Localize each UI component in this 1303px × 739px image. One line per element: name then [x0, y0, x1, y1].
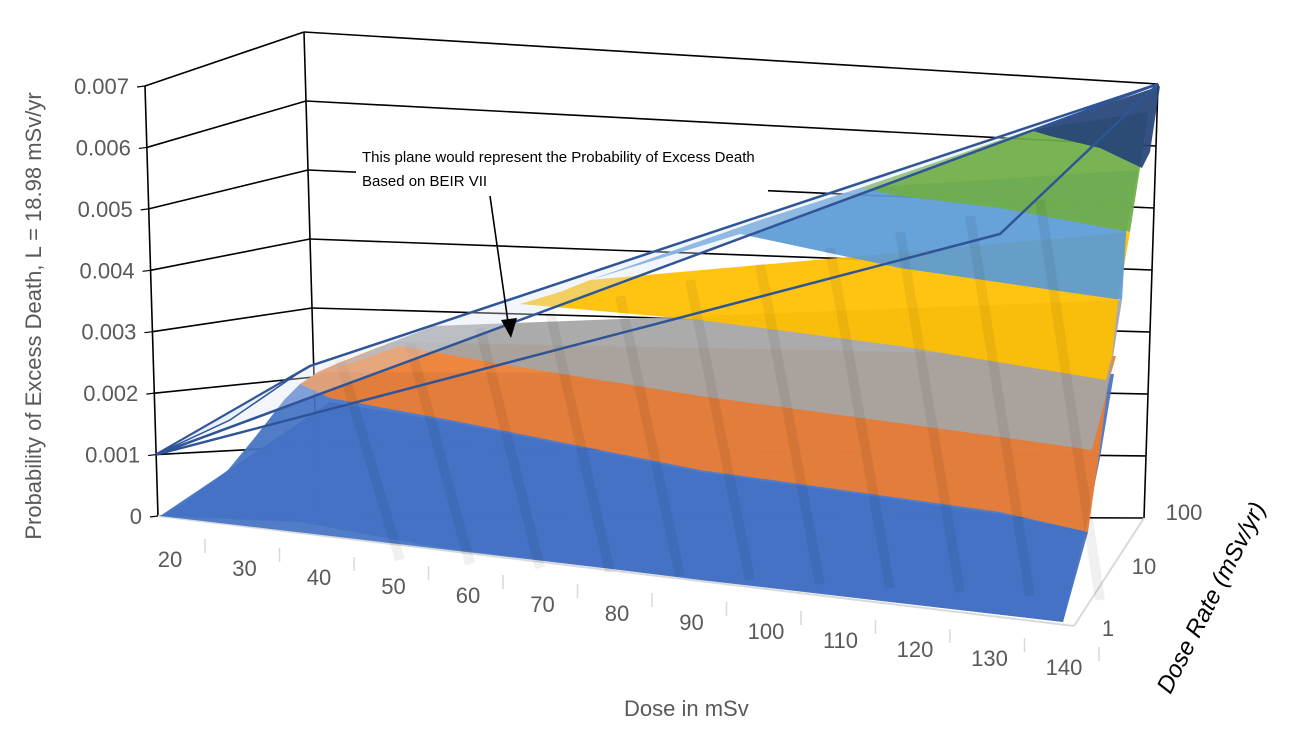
beir-plane — [155, 82, 1159, 456]
y-tick-mark-0 — [149, 515, 159, 518]
surface-facet-7 — [825, 247, 895, 589]
surface-facet-0 — [335, 358, 405, 562]
y-axis-title: Probability of Excess Death, L = 18.98 m… — [21, 92, 46, 540]
x-tick-labels: 20 30 40 50 60 70 80 90 100 110 120 130 140 — [158, 539, 1100, 680]
surface-plot — [160, 86, 1160, 622]
z-tick-label-0: 1 — [1102, 616, 1114, 641]
y-tick-label-5: 0.005 — [78, 197, 133, 222]
z-tick-labels: 1 10 100 — [1102, 500, 1202, 641]
x-tick-label-2: 40 — [307, 565, 331, 590]
x-tick-label-7: 90 — [679, 610, 703, 635]
x-tick-label-5: 70 — [530, 592, 554, 617]
y-tick-label-2: 0.002 — [83, 381, 138, 406]
x-tick-label-11: 130 — [971, 646, 1008, 671]
y-tick-mark-5 — [140, 208, 149, 211]
x-tick-label-4: 60 — [456, 583, 480, 608]
y-tick-label-3: 0.003 — [81, 320, 136, 345]
surface-facet-3 — [545, 310, 615, 574]
y-tick-mark-3 — [144, 331, 153, 334]
y-tick-mark-2 — [146, 392, 155, 395]
y-tick-label-0: 0 — [130, 504, 142, 529]
x-axis-line — [157, 515, 1075, 627]
y-axis-line — [144, 85, 159, 517]
surface-facet-9 — [965, 215, 1035, 597]
y-tick-label-6: 0.006 — [76, 135, 131, 160]
surface-facet-5 — [685, 279, 755, 581]
gridline-back-7 — [303, 31, 1159, 85]
surface-facet-1 — [405, 342, 475, 566]
surface-band-6 — [1030, 86, 1160, 168]
x-axis-title: Dose in mSv — [624, 696, 749, 721]
beir-plane-front-edge — [155, 83, 1159, 456]
gridline-left-5 — [148, 169, 309, 210]
x-tick-label-1: 30 — [232, 556, 256, 581]
gridline-left-6 — [146, 100, 307, 149]
arrow-shaft — [489, 195, 509, 323]
x-tick-label-10: 120 — [897, 637, 934, 662]
x-tick-label-6: 80 — [605, 601, 629, 626]
x-tick-label-8: 100 — [748, 619, 785, 644]
back-right-edge — [1143, 83, 1159, 519]
y-tick-label-7: 0.007 — [74, 74, 129, 99]
surface-facet-10 — [1035, 199, 1105, 601]
x-tick-label-0: 20 — [158, 547, 182, 572]
x-tick-label-12: 140 — [1046, 655, 1083, 680]
y-tick-mark-1 — [148, 453, 157, 457]
annotation-arrow — [489, 195, 517, 338]
gridline-left-7 — [144, 31, 305, 87]
surface-facet-8 — [895, 231, 965, 593]
beir-plane-corner — [155, 371, 301, 456]
z-axis-line — [1073, 517, 1145, 627]
x-tick-label-3: 50 — [381, 574, 405, 599]
x-tick-label-9: 110 — [823, 628, 858, 653]
surface-facet-6 — [755, 263, 825, 585]
arrow-head — [501, 318, 517, 338]
z-tick-label-2: 100 — [1166, 500, 1203, 525]
gridline-left-3 — [152, 307, 313, 333]
y-tick-mark-7 — [136, 85, 146, 88]
annotation-text: This plane would represent the Probabili… — [356, 146, 768, 194]
y-tick-label-1: 0.001 — [85, 443, 140, 468]
surface-facet-4 — [615, 294, 685, 578]
y-tick-mark-4 — [142, 269, 151, 272]
z-tick-label-1: 10 — [1132, 554, 1156, 579]
y-tick-label-4: 0.004 — [80, 258, 135, 283]
y-tick-mark-6 — [138, 146, 147, 150]
y-tick-labels: 0 0.001 0.002 0.003 0.004 0.005 0.006 0.007 — [74, 74, 142, 529]
surface-front-band — [160, 402, 1088, 622]
gridline-left-4 — [150, 238, 311, 272]
